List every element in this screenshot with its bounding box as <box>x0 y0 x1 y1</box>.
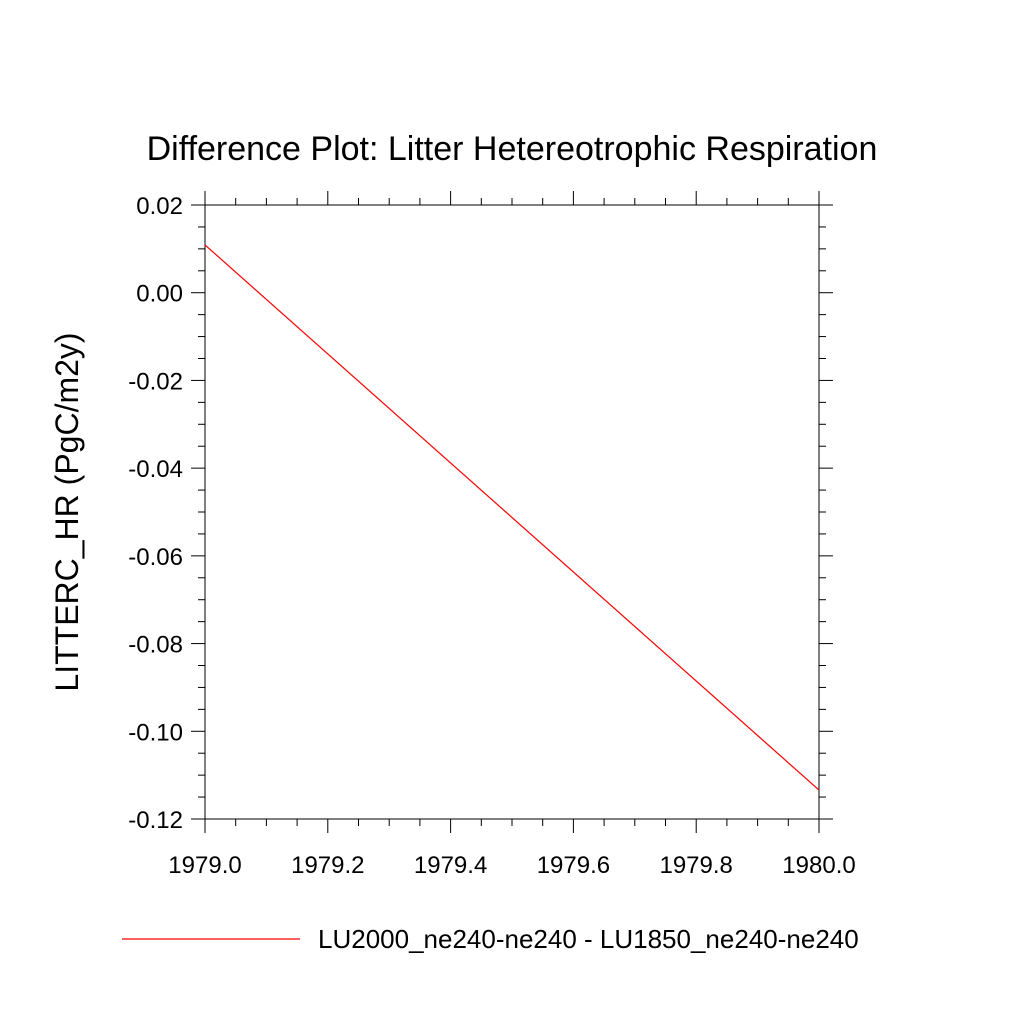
x-tick-label: 1979.0 <box>168 852 241 879</box>
x-axis: 1979.0 1979.2 1979.4 1979.6 1979.8 1980.0 <box>168 191 856 879</box>
x-tick-label: 1980.0 <box>782 852 855 879</box>
y-tick-label: 0.00 <box>136 281 183 308</box>
series-lines <box>204 244 820 791</box>
x-tick-label: 1979.6 <box>537 852 610 879</box>
y-axis: 0.02 0.00 -0.02 -0.04 -0.06 -0.08 -0.10 -0.12 <box>128 193 833 834</box>
y-tick-label: -0.04 <box>128 456 183 483</box>
legend: LU2000_ne240-ne240 - LU1850_ne240-ne240 <box>122 924 859 954</box>
chart-title: Difference Plot: Litter Hetereotrophic R… <box>147 130 878 168</box>
y-tick-label: 0.02 <box>136 193 183 220</box>
y-axis-label: LITTERC_HR (PgC/m2y) <box>49 332 85 691</box>
y-tick-label: -0.02 <box>128 368 183 395</box>
x-tick-label: 1979.4 <box>414 852 487 879</box>
series-line <box>204 244 820 791</box>
y-tick-label: -0.10 <box>128 719 183 746</box>
plot-frame <box>204 204 820 820</box>
legend-label: LU2000_ne240-ne240 - LU1850_ne240-ne240 <box>318 924 859 954</box>
plot-area <box>204 204 820 820</box>
y-tick-label: -0.08 <box>128 632 183 659</box>
y-tick-label: -0.12 <box>128 807 183 834</box>
x-tick-label: 1979.8 <box>659 852 732 879</box>
x-tick-label: 1979.2 <box>291 852 364 879</box>
y-tick-label: -0.06 <box>128 544 183 571</box>
